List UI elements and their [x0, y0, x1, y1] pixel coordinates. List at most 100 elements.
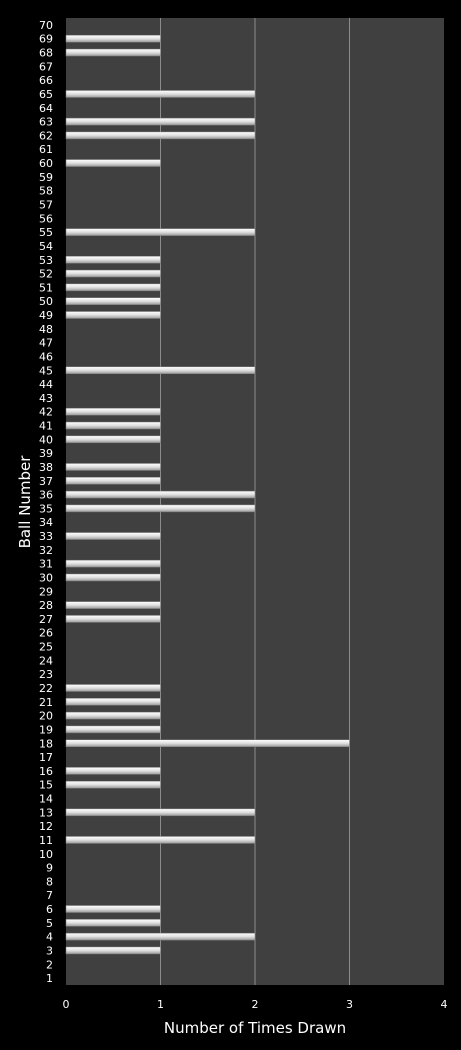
bar-ball-49: [65, 311, 161, 319]
y-tick-label: 46: [39, 350, 53, 363]
bar-ball-35: [65, 504, 256, 513]
y-tick-label: 66: [39, 74, 53, 87]
bar-ball-22: [65, 684, 161, 692]
y-tick-label: 44: [39, 378, 53, 391]
y-tick-label: 4: [46, 931, 53, 944]
y-tick-label: 33: [39, 530, 53, 543]
y-tick-label: 6: [46, 903, 53, 916]
y-tick-label: 65: [39, 88, 53, 101]
bar-ball-62: [65, 131, 256, 140]
bar-ball-37: [65, 477, 161, 485]
bar-ball-45: [65, 366, 256, 375]
x-tick-label: 0: [63, 998, 70, 1011]
bar-ball-30: [65, 573, 161, 582]
y-tick-label: 50: [39, 295, 53, 308]
y-tick-label: 69: [39, 33, 53, 46]
y-tick-label: 16: [39, 765, 53, 778]
y-tick-label: 18: [39, 737, 53, 750]
bar-ball-15: [65, 780, 161, 789]
y-tick-label: 37: [39, 475, 53, 488]
bar-ball-13: [65, 808, 256, 817]
y-tick-label: 57: [39, 198, 53, 211]
x-tick-labels: 0 1 2 3 4: [63, 998, 448, 1011]
bar-ball-3: [65, 946, 161, 955]
y-tick-label: 15: [39, 779, 53, 792]
y-tick-label: 36: [39, 489, 53, 502]
y-tick-label: 61: [39, 143, 53, 156]
y-tick-label: 14: [39, 793, 53, 806]
y-tick-label: 28: [39, 599, 53, 612]
y-tick-label: 35: [39, 502, 53, 515]
y-tick-label: 30: [39, 571, 53, 584]
y-tick-label: 2: [46, 958, 53, 971]
bar-ball-53: [65, 256, 161, 264]
gridlines: [160, 18, 350, 985]
y-tick-label: 27: [39, 613, 53, 626]
x-tick-label: 4: [441, 998, 448, 1011]
bar-ball-33: [65, 532, 161, 540]
bar-ball-65: [65, 90, 256, 98]
y-tick-label: 9: [46, 862, 53, 875]
bar-ball-11: [65, 836, 256, 844]
y-tick-label: 64: [39, 102, 53, 115]
x-tick-label: 1: [157, 998, 164, 1011]
y-tick-label: 31: [39, 558, 53, 571]
y-tick-label: 52: [39, 268, 53, 281]
bar-ball-41: [65, 421, 161, 430]
bar-ball-27: [65, 615, 161, 623]
bar-ball-19: [65, 725, 161, 734]
y-tick-label: 12: [39, 820, 53, 833]
y-tick-label: 5: [46, 917, 53, 930]
y-tick-label: 11: [39, 834, 53, 847]
x-tick-label: 2: [252, 998, 259, 1011]
x-tick-label: 3: [346, 998, 353, 1011]
bar-ball-52: [65, 269, 161, 278]
bar-ball-4: [65, 932, 256, 941]
y-tick-label: 53: [39, 254, 53, 267]
y-tick-label: 47: [39, 337, 53, 350]
bar-ball-31: [65, 559, 161, 568]
y-tick-label: 23: [39, 668, 53, 681]
y-tick-label: 32: [39, 544, 53, 557]
y-tick-label: 42: [39, 406, 53, 419]
bar-ball-40: [65, 435, 161, 444]
y-axis-title: Ball Number: [16, 455, 34, 549]
y-tick-label: 20: [39, 710, 53, 723]
bars: [65, 34, 350, 955]
y-tick-labels: 1234567891011121314151617181920212223242…: [39, 19, 53, 985]
bar-ball-60: [65, 159, 161, 167]
bar-ball-38: [65, 463, 161, 471]
y-tick-label: 10: [39, 848, 53, 861]
y-tick-label: 55: [39, 226, 53, 239]
bar-ball-69: [65, 34, 161, 43]
y-tick-label: 67: [39, 60, 53, 73]
bar-ball-68: [65, 48, 161, 57]
bar-ball-5: [65, 919, 161, 927]
y-tick-label: 54: [39, 240, 53, 253]
bar-ball-42: [65, 407, 161, 416]
y-tick-label: 7: [46, 889, 53, 902]
y-tick-label: 13: [39, 806, 53, 819]
y-tick-label: 38: [39, 461, 53, 474]
bar-ball-51: [65, 283, 161, 292]
y-tick-label: 26: [39, 627, 53, 640]
y-tick-label: 59: [39, 171, 53, 184]
bar-ball-55: [65, 228, 256, 236]
y-tick-label: 1: [46, 972, 53, 985]
bar-ball-28: [65, 601, 161, 609]
y-tick-label: 62: [39, 129, 53, 142]
y-tick-label: 70: [39, 19, 53, 32]
y-tick-label: 63: [39, 116, 53, 129]
y-tick-label: 68: [39, 47, 53, 60]
y-tick-label: 29: [39, 585, 53, 598]
bar-ball-18: [65, 739, 350, 747]
y-tick-label: 60: [39, 157, 53, 170]
bar-ball-63: [65, 117, 256, 126]
y-tick-label: 41: [39, 420, 53, 433]
bar-ball-21: [65, 698, 161, 706]
bar-ball-20: [65, 711, 161, 720]
y-tick-label: 3: [46, 944, 53, 957]
x-axis-title: Number of Times Drawn: [164, 1019, 346, 1037]
y-tick-label: 45: [39, 364, 53, 377]
